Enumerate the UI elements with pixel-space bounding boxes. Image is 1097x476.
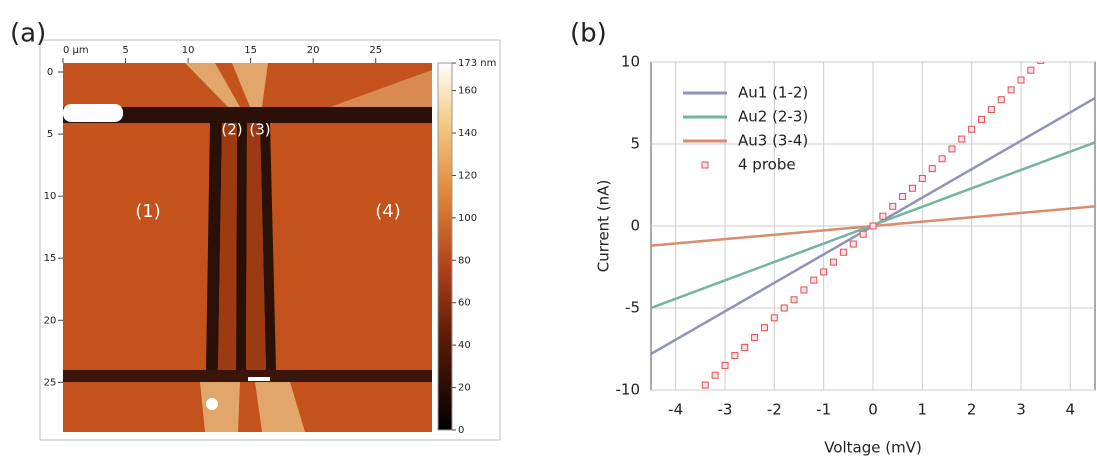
data-point (869, 222, 877, 230)
region-label: (2) (221, 121, 242, 139)
x-tick-label: 3 (1016, 401, 1026, 419)
y-tick-label: 0 (47, 67, 53, 78)
colorbar-tick-label: 120 (458, 170, 477, 181)
region-label: (4) (375, 201, 401, 222)
y-tick-label: 10 (44, 191, 57, 202)
x-tick-label: 2 (967, 401, 977, 419)
colorbar-tick-label: 0 (458, 425, 464, 436)
data-point (830, 258, 838, 266)
data-point (741, 343, 749, 351)
data-point (760, 324, 768, 332)
data-point (770, 314, 778, 322)
data-point (839, 248, 847, 256)
data-point (751, 334, 759, 342)
data-point (849, 240, 857, 248)
data-point (731, 352, 739, 360)
x-tick-label: 5 (122, 45, 128, 56)
x-tick-label: 0 µm (63, 45, 89, 56)
data-point (820, 268, 828, 276)
y-tick-label: -10 (616, 381, 641, 399)
y-tick-label: 5 (47, 129, 53, 140)
colorbar-tick-label: 60 (458, 298, 471, 309)
y-axis-label: Current (nA) (595, 180, 613, 273)
data-point (928, 165, 936, 173)
colorbar (437, 62, 453, 431)
legend-label: 4 probe (738, 156, 796, 174)
x-tick-label: -1 (816, 401, 831, 419)
region-label: (3) (249, 121, 270, 139)
colorbar-tick-label: 40 (458, 340, 471, 351)
x-tick-label: -3 (718, 401, 733, 419)
x-tick-label: 15 (244, 45, 257, 56)
colorbar-tick-label: 80 (458, 255, 471, 266)
legend-label: Au3 (3-4) (738, 132, 808, 150)
data-point (1017, 76, 1025, 84)
colorbar-tick-label: 173 nm (458, 58, 496, 69)
data-point (918, 174, 926, 182)
data-point (948, 145, 956, 153)
data-point (879, 212, 887, 220)
x-tick-label: -2 (767, 401, 782, 419)
data-point (1037, 62, 1045, 64)
x-tick-label: 25 (369, 45, 382, 56)
x-tick-label: 10 (182, 45, 195, 56)
x-tick-label: -4 (668, 401, 683, 419)
y-tick-label: 15 (44, 253, 57, 264)
data-point (899, 192, 907, 200)
data-point (780, 304, 788, 312)
data-point (987, 106, 995, 114)
x-tick-label: 0 (868, 401, 878, 419)
legend-label: Au1 (1-2) (738, 84, 808, 102)
data-point (908, 184, 916, 192)
region-label: (1) (135, 201, 161, 222)
data-point (800, 286, 808, 294)
data-point (711, 371, 719, 379)
y-tick-label: 25 (44, 377, 57, 388)
data-point (1007, 86, 1015, 94)
data-point (721, 361, 729, 369)
x-tick-label: 4 (1066, 401, 1076, 419)
plot-area (651, 62, 1095, 398)
data-point (889, 202, 897, 210)
data-point (997, 96, 1005, 104)
panel-label: (b) (570, 19, 607, 49)
afm-image (63, 63, 432, 432)
y-tick-label: 0 (630, 217, 640, 235)
data-point (692, 392, 698, 398)
y-tick-label: 5 (630, 135, 640, 153)
legend-swatch (701, 161, 709, 169)
x-tick-label: 20 (307, 45, 320, 56)
y-tick-label: 10 (621, 53, 640, 71)
data-point (790, 296, 798, 304)
data-point (978, 115, 986, 123)
x-axis-label: Voltage (mV) (824, 439, 922, 457)
data-point (968, 125, 976, 133)
data-point (859, 230, 867, 238)
data-point (938, 155, 946, 163)
colorbar-tick-label: 100 (458, 213, 477, 224)
colorbar-tick-label: 20 (458, 383, 471, 394)
panel-label: (a) (10, 19, 46, 49)
colorbar-tick-label: 140 (458, 128, 477, 139)
y-tick-label: 20 (44, 315, 57, 326)
x-tick-label: 1 (918, 401, 928, 419)
data-point (1027, 66, 1035, 74)
data-point (701, 381, 709, 389)
data-point (810, 276, 818, 284)
legend-label: Au2 (2-3) (738, 108, 808, 126)
data-point (958, 135, 966, 143)
colorbar-tick-label: 160 (458, 86, 477, 97)
y-tick-label: -5 (625, 299, 640, 317)
